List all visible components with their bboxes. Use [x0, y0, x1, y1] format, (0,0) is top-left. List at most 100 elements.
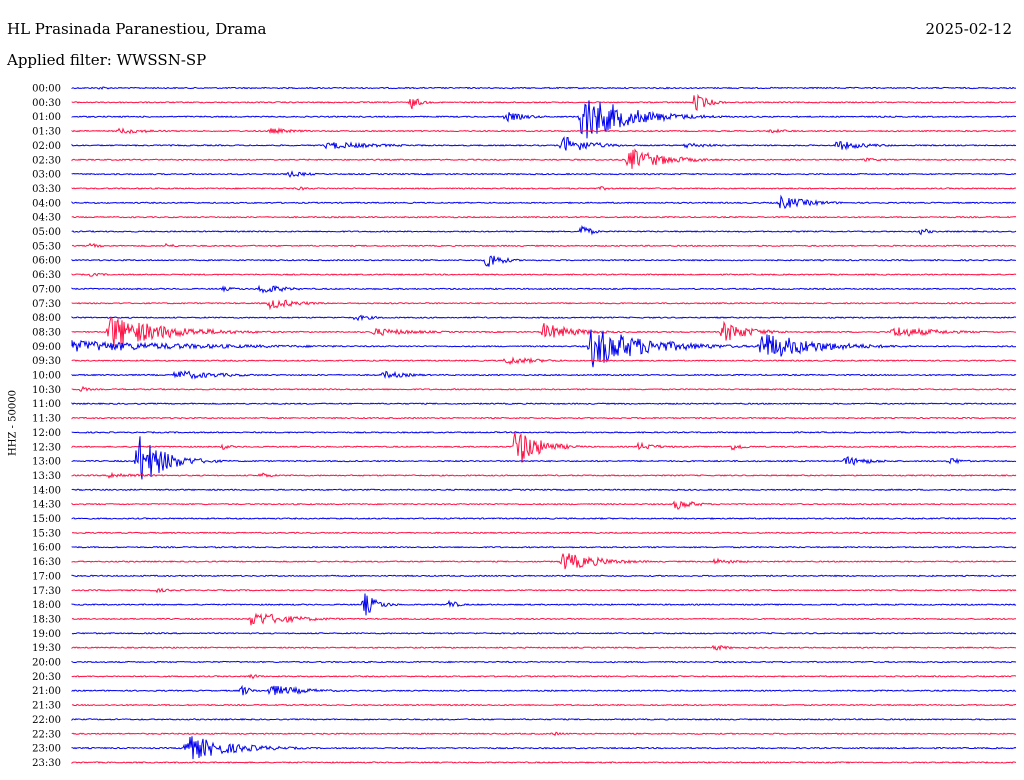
time-tick-label: 06:30: [32, 270, 61, 281]
time-tick-label: 10:00: [32, 371, 61, 382]
time-tick-label: 07:30: [32, 299, 61, 310]
trace-line: [71, 761, 1017, 765]
trace-line: [71, 255, 1017, 267]
time-tick-label: 09:30: [32, 356, 61, 367]
time-tick-label: 23:30: [32, 758, 61, 769]
time-tick-label: 12:00: [32, 428, 61, 439]
trace-line: [71, 402, 1017, 406]
time-tick-label: 14:00: [32, 485, 61, 496]
trace-line: [71, 436, 1017, 480]
trace-line: [71, 500, 1017, 510]
time-tick-label: 04:30: [32, 213, 61, 224]
trace-line: [71, 431, 1017, 434]
time-tick-label: 17:00: [32, 571, 61, 582]
trace-line: [71, 587, 1017, 594]
time-tick-label: 05:00: [32, 227, 61, 238]
record-date: 2025-02-12: [925, 20, 1012, 38]
time-tick-label: 21:00: [32, 686, 61, 697]
station-title: HL Prasinada Paranestiou, Drama: [7, 20, 267, 38]
time-tick-label: 13:00: [32, 457, 61, 468]
time-tick-label: 22:30: [32, 729, 61, 740]
trace-line: [71, 194, 1017, 210]
time-tick-label: 18:30: [32, 614, 61, 625]
time-tick-label: 09:00: [32, 342, 61, 353]
time-tick-label: 03:30: [32, 184, 61, 195]
trace-line: [71, 385, 1017, 393]
trace-line: [71, 718, 1017, 722]
time-tick-label: 17:30: [32, 586, 61, 597]
trace-line: [71, 356, 1017, 366]
time-tick-label: 11:00: [32, 399, 61, 410]
time-tick-label: 03:00: [32, 170, 61, 181]
time-tick-label: 12:30: [32, 442, 61, 453]
time-tick-label: 01:00: [32, 112, 61, 123]
trace-line: [71, 314, 1017, 322]
trace-line: [71, 684, 1017, 696]
trace-line: [71, 225, 1017, 236]
trace-line: [71, 673, 1017, 680]
trace-line: [71, 488, 1017, 492]
time-tick-label: 23:00: [32, 744, 61, 755]
time-tick-label: 07:00: [32, 284, 61, 295]
time-tick-label: 02:30: [32, 155, 61, 166]
trace-line: [71, 242, 1017, 249]
trace-line: [71, 284, 1017, 294]
trace-line: [71, 736, 1017, 760]
time-tick-label: 04:00: [32, 198, 61, 209]
time-tick-label: 08:30: [32, 327, 61, 338]
trace-line: [71, 517, 1017, 520]
trace-line: [71, 545, 1017, 549]
time-tick-label: 20:30: [32, 672, 61, 683]
time-tick-label: 00:30: [32, 98, 61, 109]
time-tick-label: 16:30: [32, 557, 61, 568]
trace-line: [71, 593, 1017, 616]
time-tick-label: 18:00: [32, 600, 61, 611]
time-tick-label: 22:00: [32, 715, 61, 726]
time-tick-label: 19:00: [32, 629, 61, 640]
time-tick-label: 15:30: [32, 528, 61, 539]
time-tick-label: 19:30: [32, 643, 61, 654]
trace-line: [71, 186, 1017, 191]
trace-line: [71, 631, 1017, 635]
time-tick-label: 01:30: [32, 127, 61, 138]
trace-line: [71, 127, 1017, 135]
trace-line: [71, 574, 1017, 578]
trace-line: [71, 660, 1017, 664]
trace-line: [71, 329, 1017, 368]
trace-line: [71, 644, 1017, 651]
time-tick-label: 00:00: [32, 84, 61, 95]
time-tick-label: 11:30: [32, 414, 61, 425]
time-tick-label: 14:30: [32, 500, 61, 511]
trace-line: [71, 86, 1017, 90]
trace-line: [71, 148, 1017, 169]
trace-line: [71, 136, 1017, 151]
trace-line: [71, 612, 1017, 626]
trace-line: [71, 100, 1017, 139]
trace-line: [71, 316, 1017, 347]
trace-line: [71, 170, 1017, 178]
time-tick-label: 13:30: [32, 471, 61, 482]
trace-line: [71, 703, 1016, 707]
trace-line: [71, 432, 1017, 463]
time-tick-label: 21:30: [32, 701, 61, 712]
trace-line: [71, 299, 1017, 311]
time-tick-label: 10:30: [32, 385, 61, 396]
trace-line: [71, 731, 1017, 737]
time-tick-label: 08:00: [32, 313, 61, 324]
trace-line: [71, 215, 1017, 219]
trace-line: [71, 93, 1016, 111]
time-tick-label: 06:00: [32, 256, 61, 267]
trace-line: [71, 416, 1017, 420]
time-tick-label: 05:30: [32, 241, 61, 252]
trace-line: [71, 471, 1017, 479]
trace-line: [71, 553, 1017, 570]
trace-line: [71, 370, 1017, 380]
time-tick-label: 16:00: [32, 543, 61, 554]
filter-label: Applied filter: WWSSN-SP: [7, 51, 207, 69]
time-tick-label: 02:00: [32, 141, 61, 152]
trace-line: [71, 272, 1017, 277]
time-tick-label: 15:00: [32, 514, 61, 525]
time-tick-label: 20:00: [32, 658, 61, 669]
trace-line: [71, 531, 1017, 535]
